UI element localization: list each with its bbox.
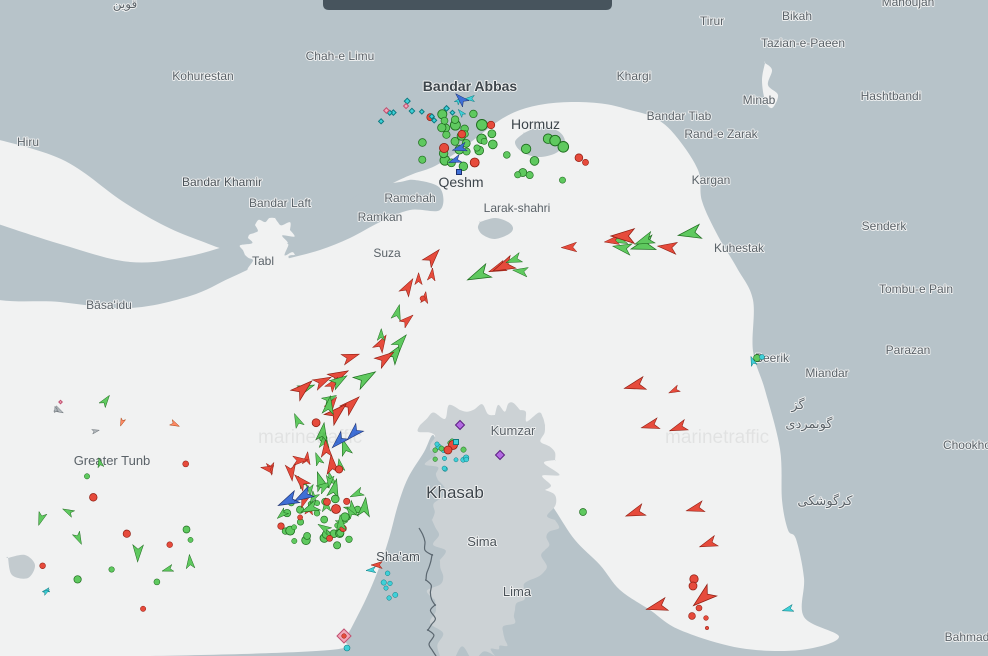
svg-text:Bikah: Bikah — [782, 9, 812, 23]
svg-text:Suza: Suza — [373, 246, 401, 260]
svg-text:گونمردی: گونمردی — [785, 416, 833, 432]
svg-text:Sha'am: Sha'am — [376, 549, 420, 564]
svg-text:Qeshm: Qeshm — [438, 174, 483, 190]
svg-text:Khargi: Khargi — [617, 69, 652, 83]
svg-text:Greater Tunb: Greater Tunb — [74, 453, 151, 468]
svg-text:قوین: قوین — [113, 0, 137, 11]
svg-text:Kargan: Kargan — [692, 173, 731, 187]
svg-text:گز: گز — [790, 397, 805, 413]
svg-text:Kuhestak: Kuhestak — [714, 241, 765, 255]
svg-text:Rand-e Zarak: Rand-e Zarak — [684, 127, 758, 141]
svg-text:Bahmad: Bahmad — [945, 630, 988, 644]
svg-text:Hashtbandi: Hashtbandi — [861, 89, 922, 103]
svg-text:Senderk: Senderk — [862, 219, 908, 233]
svg-text:Kohurestan: Kohurestan — [172, 69, 233, 83]
svg-text:Tabl: Tabl — [252, 254, 274, 268]
svg-text:کرگوشکی: کرگوشکی — [797, 493, 853, 509]
svg-text:Bāsa'idu: Bāsa'idu — [86, 298, 132, 312]
svg-text:Ramchah: Ramchah — [384, 191, 435, 205]
svg-text:marinetraffic: marinetraffic — [258, 427, 362, 448]
svg-text:Larak-shahri: Larak-shahri — [484, 201, 551, 215]
svg-text:Bandar Abbas: Bandar Abbas — [423, 78, 518, 94]
svg-text:Ramkan: Ramkan — [358, 210, 403, 224]
svg-text:Kumzar: Kumzar — [491, 423, 536, 438]
svg-text:Khasab: Khasab — [426, 483, 484, 502]
svg-text:Tirur: Tirur — [700, 14, 724, 28]
svg-text:Hiru: Hiru — [17, 135, 39, 149]
svg-text:Chookho: Chookho — [943, 438, 988, 452]
svg-text:Bandar Tiab: Bandar Tiab — [647, 109, 712, 123]
svg-text:Tazian-e-Paeen: Tazian-e-Paeen — [761, 36, 845, 50]
svg-text:Mahoujan: Mahoujan — [882, 0, 935, 9]
svg-text:marinetraffic: marinetraffic — [665, 427, 769, 448]
svg-text:Minab: Minab — [743, 93, 776, 107]
svg-text:Miandar: Miandar — [805, 366, 848, 380]
svg-text:Chah-e Limu: Chah-e Limu — [306, 49, 375, 63]
svg-text:Hormuz: Hormuz — [511, 116, 560, 132]
svg-text:Parazan: Parazan — [886, 343, 931, 357]
svg-text:Lima: Lima — [503, 584, 532, 599]
svg-text:Tombu-e Pain: Tombu-e Pain — [879, 282, 953, 296]
svg-text:Bandar Khamir: Bandar Khamir — [182, 175, 262, 189]
svg-text:Bandar Laft: Bandar Laft — [249, 196, 312, 210]
svg-text:Sima: Sima — [467, 534, 497, 549]
